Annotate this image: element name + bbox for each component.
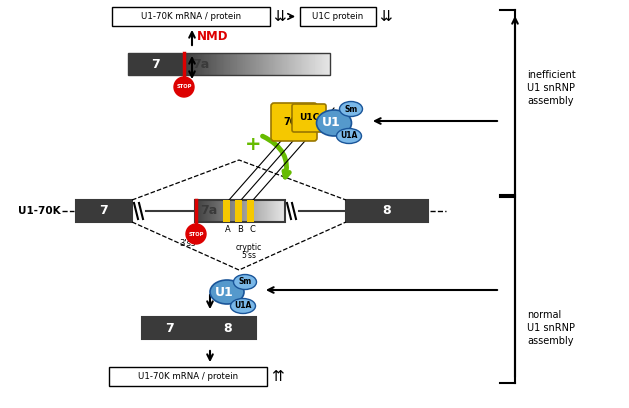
Text: NMD: NMD xyxy=(197,31,228,44)
Ellipse shape xyxy=(230,299,255,313)
Text: U1 snRNP: U1 snRNP xyxy=(527,323,575,333)
Text: U1A: U1A xyxy=(340,131,358,140)
Text: inefficient: inefficient xyxy=(527,70,576,80)
Ellipse shape xyxy=(337,129,362,144)
Text: 7a: 7a xyxy=(201,204,218,217)
FancyBboxPatch shape xyxy=(247,200,254,222)
Text: 7: 7 xyxy=(99,204,108,217)
Text: 3'ss: 3'ss xyxy=(179,239,195,248)
Text: U1: U1 xyxy=(321,117,340,129)
Text: ⇊: ⇊ xyxy=(273,9,286,24)
Text: 7: 7 xyxy=(150,58,159,71)
Text: U1-70K mRNA / protein: U1-70K mRNA / protein xyxy=(141,12,241,21)
Ellipse shape xyxy=(233,275,257,290)
FancyBboxPatch shape xyxy=(346,200,428,222)
FancyBboxPatch shape xyxy=(200,317,256,339)
Text: B: B xyxy=(237,226,243,235)
Text: assembly: assembly xyxy=(527,336,574,346)
Text: U1C protein: U1C protein xyxy=(313,12,364,21)
Text: U1-70K: U1-70K xyxy=(18,206,60,216)
FancyBboxPatch shape xyxy=(292,104,326,132)
FancyBboxPatch shape xyxy=(300,7,376,26)
FancyBboxPatch shape xyxy=(112,7,270,26)
Circle shape xyxy=(186,224,206,244)
Text: U1A: U1A xyxy=(235,302,252,310)
Text: ⇈: ⇈ xyxy=(271,369,284,384)
Text: 8: 8 xyxy=(224,322,232,335)
Text: 7: 7 xyxy=(165,322,174,335)
Ellipse shape xyxy=(210,280,244,304)
Text: normal: normal xyxy=(527,310,561,320)
Text: assembly: assembly xyxy=(527,96,574,106)
Circle shape xyxy=(174,77,194,97)
Text: U1 snRNP: U1 snRNP xyxy=(527,83,575,93)
Text: U1-70K mRNA / protein: U1-70K mRNA / protein xyxy=(138,372,238,381)
FancyBboxPatch shape xyxy=(223,200,230,222)
FancyBboxPatch shape xyxy=(76,200,132,222)
Text: 8: 8 xyxy=(382,204,391,217)
FancyBboxPatch shape xyxy=(109,367,267,386)
Text: STOP: STOP xyxy=(176,84,192,89)
FancyBboxPatch shape xyxy=(271,103,317,141)
Text: 70K: 70K xyxy=(284,117,304,127)
Text: Sm: Sm xyxy=(344,104,358,113)
Text: A: A xyxy=(225,226,231,235)
Text: C: C xyxy=(249,226,255,235)
Ellipse shape xyxy=(316,110,352,136)
Text: +: + xyxy=(245,135,261,155)
FancyBboxPatch shape xyxy=(142,317,198,339)
Text: U1C: U1C xyxy=(299,113,319,122)
Text: U1: U1 xyxy=(214,286,233,299)
Text: 5'ss: 5'ss xyxy=(242,251,257,259)
Text: ⇊: ⇊ xyxy=(379,9,392,24)
Text: cryptic: cryptic xyxy=(236,242,262,251)
Ellipse shape xyxy=(340,102,362,117)
FancyBboxPatch shape xyxy=(128,53,182,75)
Text: 7a: 7a xyxy=(192,58,209,71)
Text: Sm: Sm xyxy=(238,277,252,286)
Text: STOP: STOP xyxy=(188,231,204,237)
FancyBboxPatch shape xyxy=(235,200,242,222)
